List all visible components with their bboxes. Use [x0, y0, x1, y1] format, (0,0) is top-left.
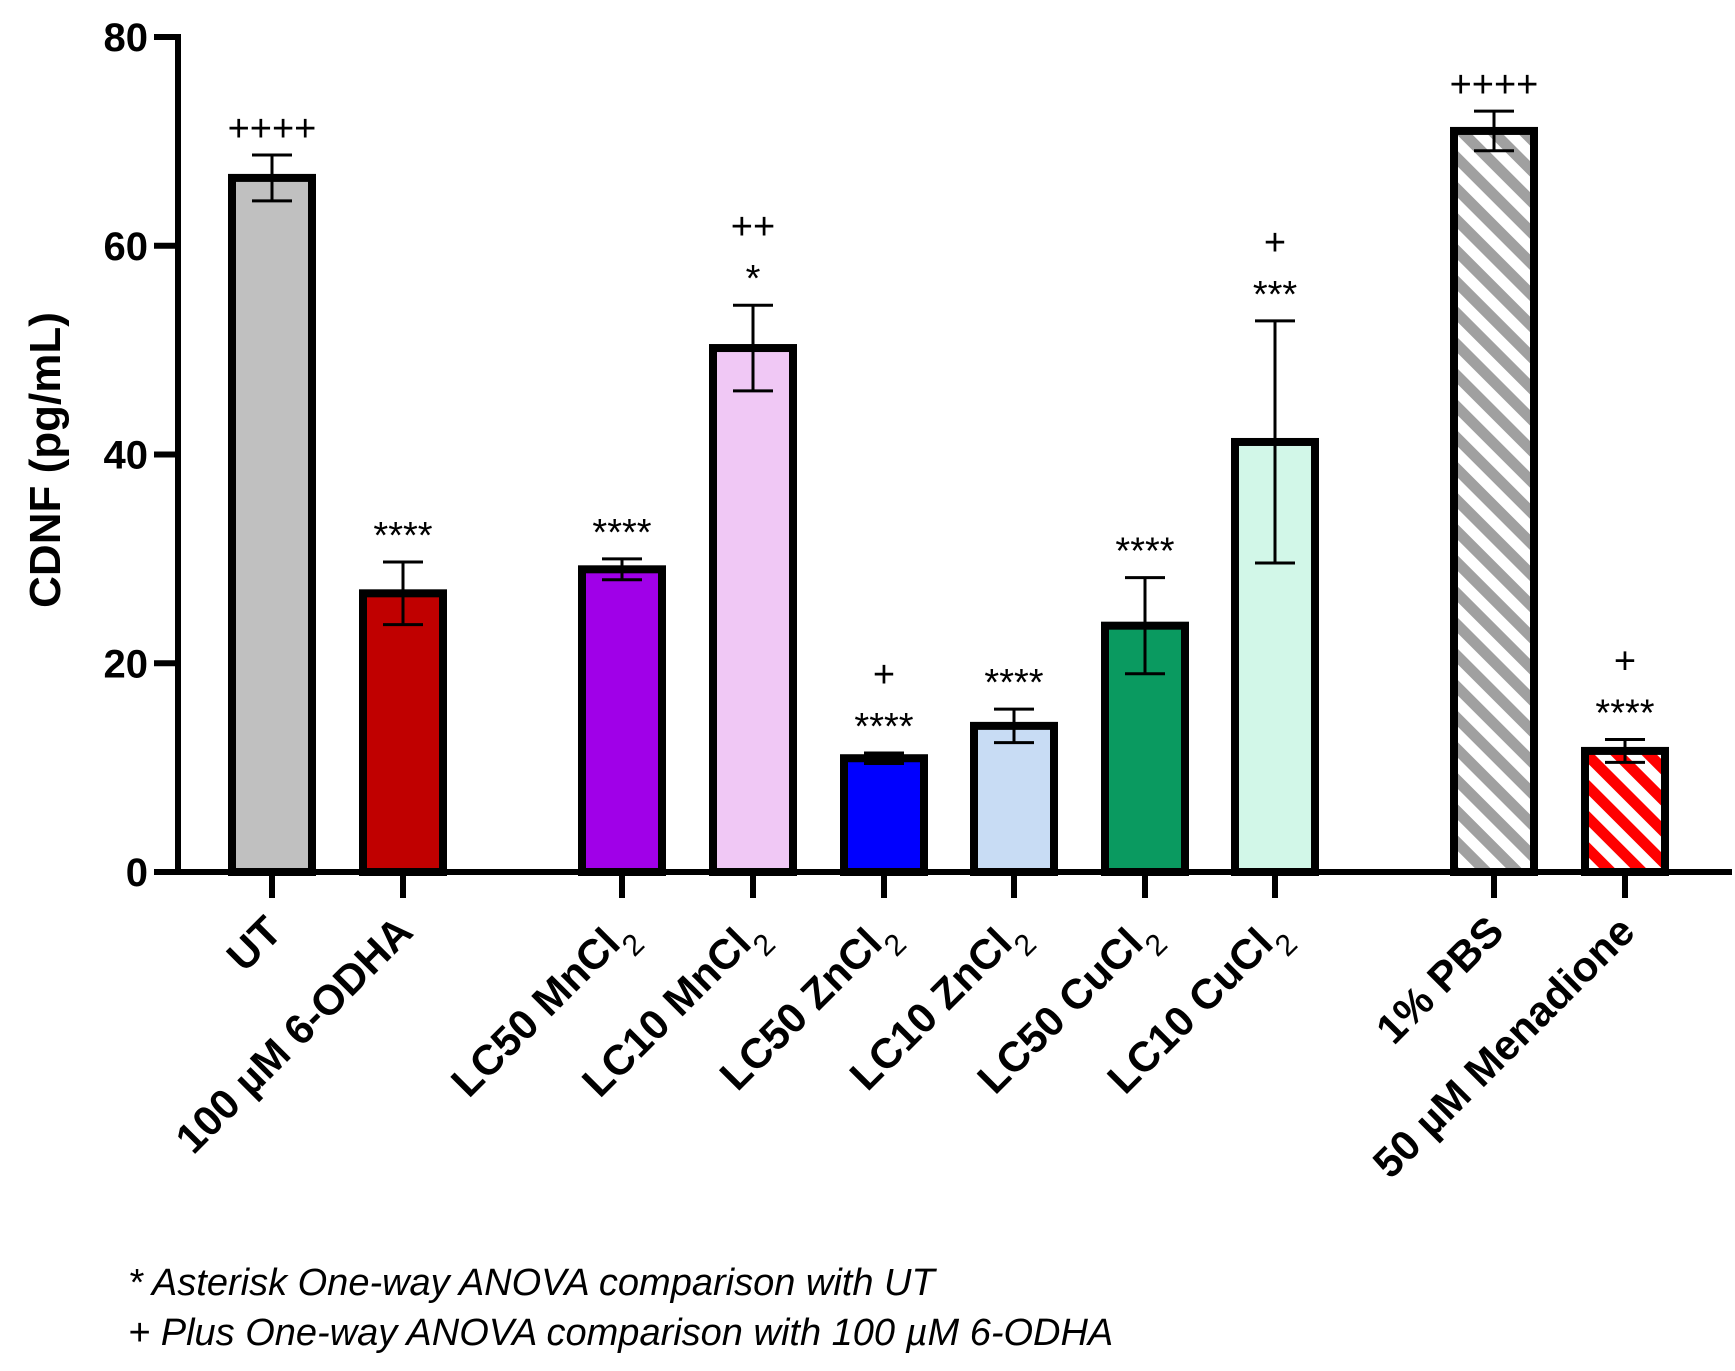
footnote-asterisk: * Asterisk One-way ANOVA comparison with… — [128, 1262, 935, 1304]
x-category-label: UT — [218, 907, 291, 980]
y-axis-label: CDNF (pg/mL) — [21, 312, 70, 608]
significance-marker: **** — [984, 662, 1043, 704]
significance-marker: ++++ — [228, 108, 317, 150]
bar — [840, 754, 928, 877]
category-label-text: 100 µM 6-ODHA — [166, 907, 421, 1162]
significance-marker: + — [1264, 222, 1286, 264]
y-tick-label: 40 — [104, 434, 149, 478]
category-label-text: UT — [218, 907, 291, 980]
bar — [1450, 126, 1538, 876]
significance-marker: ++ — [731, 206, 775, 248]
significance-marker: *** — [1253, 274, 1298, 316]
significance-marker: ++++ — [1450, 64, 1539, 106]
x-category-label: 100 µM 6-ODHA — [166, 907, 421, 1162]
bar — [228, 173, 316, 876]
bar — [1581, 746, 1669, 876]
y-tick-label: 0 — [126, 851, 148, 895]
footnote-plus: + Plus One-way ANOVA comparison with 100… — [128, 1312, 1114, 1354]
significance-marker: * — [746, 258, 761, 300]
bar — [709, 344, 797, 877]
significance-marker: **** — [1115, 531, 1174, 573]
y-tick-label: 20 — [104, 642, 149, 686]
significance-marker: **** — [1595, 692, 1654, 734]
significance-marker: + — [873, 654, 895, 696]
y-tick-label: 60 — [104, 225, 149, 269]
significance-marker: **** — [373, 515, 432, 557]
bar — [359, 589, 447, 876]
significance-marker: + — [1614, 640, 1636, 682]
bar — [970, 721, 1058, 876]
bar — [578, 565, 666, 876]
bar — [1231, 437, 1319, 876]
y-tick-label: 80 — [104, 16, 149, 60]
significance-marker: **** — [854, 706, 913, 748]
significance-marker: **** — [592, 512, 651, 554]
